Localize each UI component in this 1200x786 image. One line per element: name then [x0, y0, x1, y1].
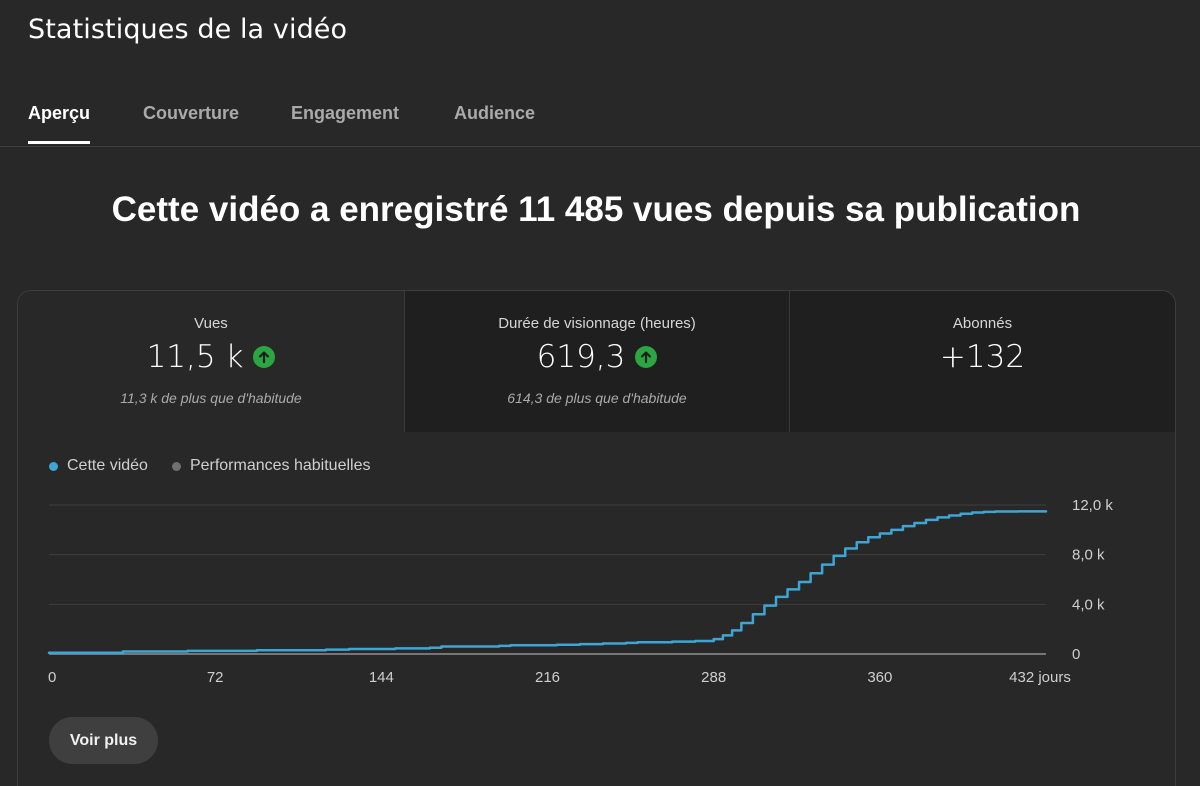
series-line-this-video	[47, 510, 1048, 655]
y-tick-label: 4,0 k	[1072, 596, 1105, 613]
tab-apercu[interactable]: Aperçu	[28, 103, 91, 123]
legend-item-this-video[interactable]: Cette vidéo	[49, 457, 148, 475]
tab-couverture[interactable]: Couverture	[143, 103, 240, 123]
metric-subscribers[interactable]: Abonnés +132	[789, 291, 1175, 432]
x-tick-label: 0	[48, 669, 56, 686]
legend-label: Performances habituelles	[189, 457, 371, 474]
metric-views[interactable]: Vues 11,5 k 11,3 k de plus que d'habitud…	[18, 291, 404, 432]
metric-value: 619,3	[536, 339, 626, 375]
metric-value: +132	[939, 339, 1026, 375]
active-tab-indicator	[28, 141, 90, 144]
x-tick-label: 144	[369, 669, 394, 686]
tab-bar: Aperçu Couverture Engagement Audience	[0, 86, 1200, 147]
legend-dot-icon	[171, 461, 181, 471]
tab-audience[interactable]: Audience	[454, 103, 536, 123]
legend-label: Cette vidéo	[67, 457, 148, 474]
x-tick-label: 216	[535, 669, 560, 686]
x-tick-label: 72	[207, 669, 224, 686]
metric-comparison: 614,3 de plus que d'habitude	[507, 390, 687, 406]
chart-legend: Cette vidéo Performances habituelles	[49, 457, 370, 475]
metrics-row: Vues 11,5 k 11,3 k de plus que d'habitud…	[18, 291, 1175, 432]
x-tick-label: 360	[867, 669, 892, 686]
y-tick-label: 8,0 k	[1072, 547, 1105, 564]
metric-watch-time[interactable]: Durée de visionnage (heures) 619,3 614,3…	[404, 291, 789, 432]
metric-label: Vues	[194, 315, 228, 332]
views-line-chart[interactable]: 0 4,0 k 8,0 k 12,0 k 0 72 144 216 288 360 432 jour…	[18, 291, 1175, 711]
views-headline: Cette vidéo a enregistré 11 485 vues dep…	[111, 190, 1081, 229]
legend-item-usual-performance[interactable]: Performances habituelles	[171, 457, 371, 475]
tab-engagement[interactable]: Engagement	[291, 103, 400, 123]
legend-dot-icon	[49, 461, 58, 471]
see-more-button[interactable]: Voir plus	[49, 717, 158, 764]
arrow-up-circle-icon	[253, 346, 276, 368]
analytics-card: Vues 11,5 k 11,3 k de plus que d'habitud…	[17, 290, 1176, 786]
x-tick-label: 432 jours	[1009, 669, 1071, 686]
page-title: Statistiques de la vidéo	[28, 14, 348, 45]
metric-value: 11,5 k	[146, 339, 244, 375]
metric-label: Abonnés	[952, 315, 1013, 332]
x-tick-label: 288	[701, 669, 726, 686]
y-tick-label: 0	[1072, 646, 1080, 663]
metric-comparison: 11,3 k de plus que d'habitude	[120, 390, 302, 406]
arrow-up-circle-icon	[635, 346, 658, 368]
metric-label: Durée de visionnage (heures)	[498, 315, 696, 332]
y-tick-label: 12,0 k	[1072, 497, 1113, 514]
